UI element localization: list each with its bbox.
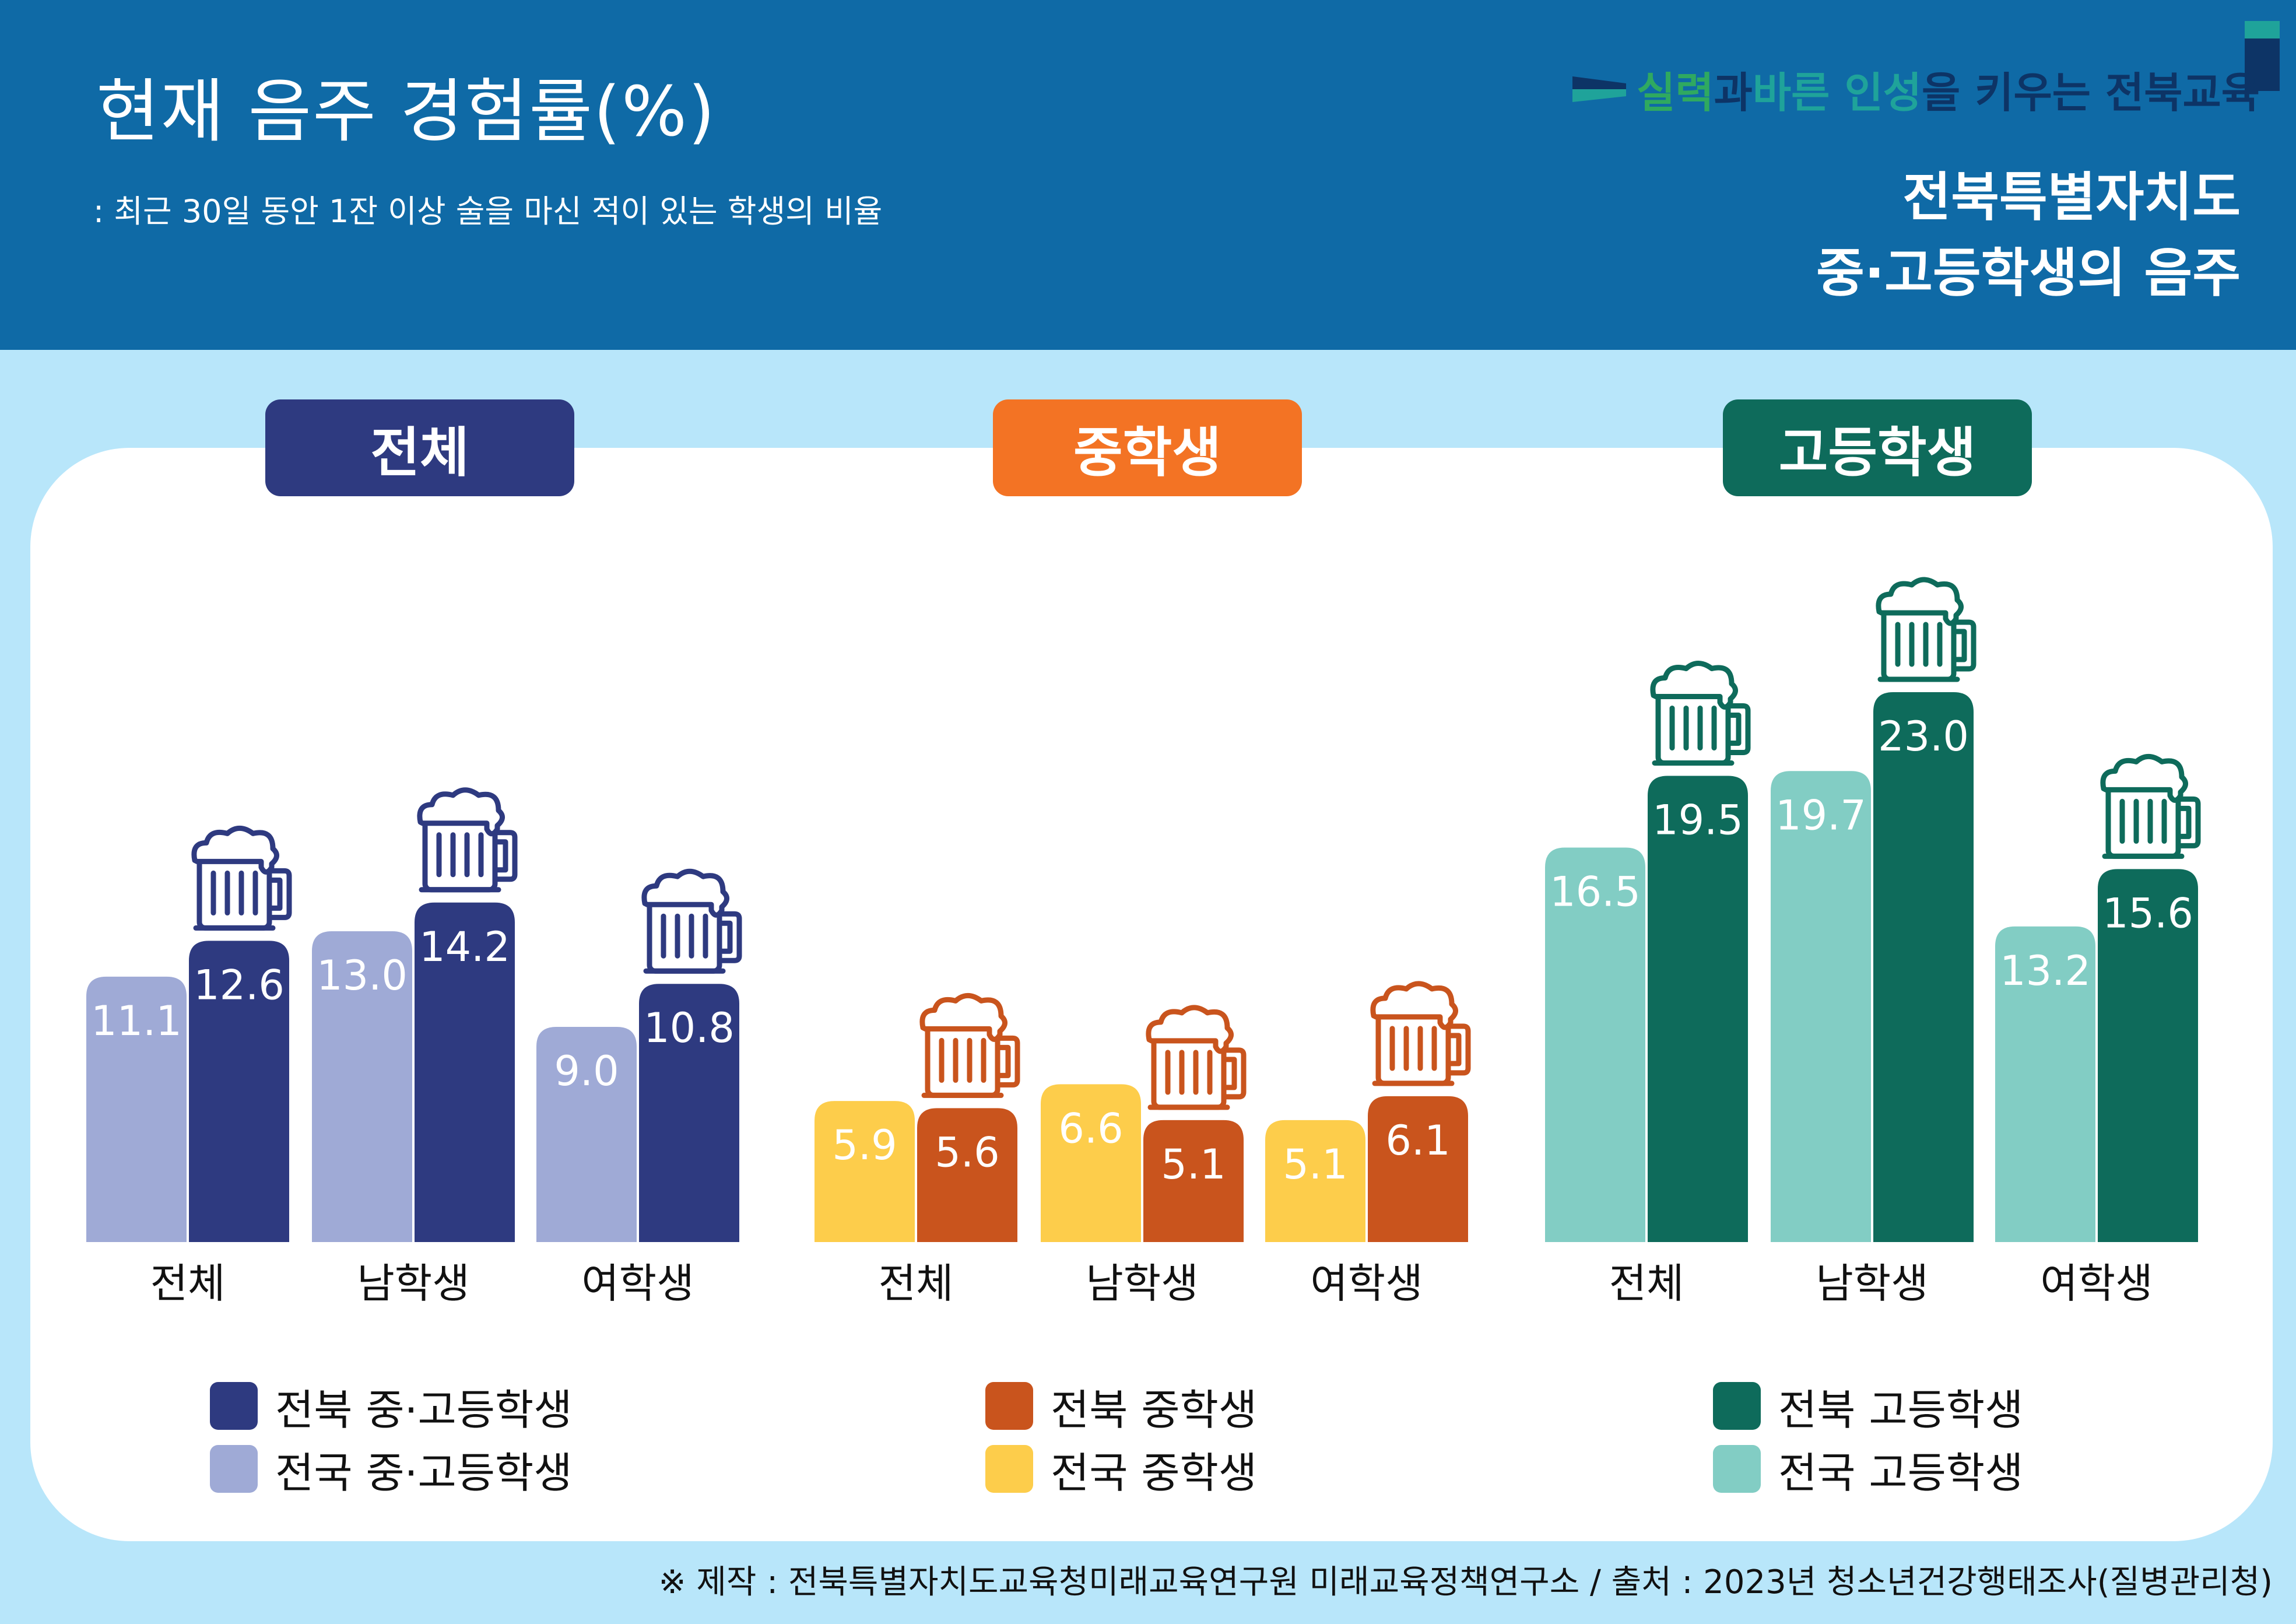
header-banner — [0, 0, 2296, 350]
x-tick-label: 여학생 — [2040, 1260, 2153, 1307]
beer-mug-icon — [919, 992, 1020, 1098]
data-label-jeonbuk: 12.6 — [194, 961, 285, 1009]
beer-mug-icon — [1146, 1005, 1247, 1110]
legend-swatch — [985, 1382, 1033, 1430]
data-label-national: 13.2 — [2000, 947, 2091, 995]
beer-mug-icon — [641, 868, 742, 974]
beer-mug-icon — [1650, 661, 1751, 766]
bar-jeonbuk — [1143, 1120, 1244, 1242]
poster-title-line2: 중·고등학생의 음주 — [1816, 243, 2241, 304]
data-label-jeonbuk: 15.6 — [2102, 889, 2193, 937]
data-label-jeonbuk: 6.1 — [1385, 1117, 1450, 1164]
legend-label: 전국 고등학생 — [1778, 1448, 2024, 1497]
bar-national — [1041, 1084, 1141, 1242]
bar-jeonbuk — [1873, 692, 1974, 1242]
beer-mug-icon — [1876, 577, 1976, 682]
x-tick-label: 남학생 — [1816, 1260, 1928, 1307]
bar-jeonbuk — [189, 941, 289, 1242]
legend-label: 전북 고등학생 — [1778, 1385, 2024, 1434]
bar-national — [1545, 847, 1645, 1242]
bar-national — [312, 931, 412, 1242]
brand-part-1: 실력 — [1637, 68, 1714, 117]
bar-jeonbuk — [415, 902, 515, 1242]
data-label-jeonbuk: 5.6 — [935, 1128, 999, 1176]
legend-item: 전북 중학생 — [985, 1377, 1257, 1434]
legend-swatch — [1713, 1382, 1761, 1430]
data-label-national: 16.5 — [1550, 868, 1641, 916]
bar-jeonbuk — [1648, 776, 1748, 1242]
x-tick-label: 여학생 — [1310, 1260, 1423, 1307]
tag-high: 고등학생 — [1723, 399, 2032, 496]
flag-icon — [2245, 21, 2280, 91]
legend-item: 전국 고등학생 — [1713, 1440, 2023, 1497]
legend-label: 전국 중학생 — [1051, 1448, 1258, 1497]
x-tick-label: 전체 — [1609, 1260, 1684, 1307]
legend-label: 전북 중·고등학생 — [275, 1385, 573, 1434]
data-label-jeonbuk: 5.1 — [1161, 1141, 1226, 1188]
bar-national — [536, 1027, 637, 1242]
bar-jeonbuk — [917, 1108, 1017, 1242]
brand-part-4: 을 키우는 전북교육 — [1921, 68, 2260, 117]
page-subtitle: : 최근 30일 동안 1잔 이상 술을 마신 적이 있는 학생의 비율 — [93, 193, 883, 230]
data-label-jeonbuk: 23.0 — [1878, 713, 1969, 760]
poster-title-line1: 전북특별자치도 — [1902, 167, 2241, 228]
bar-national — [86, 976, 187, 1242]
page-title: 현재 음주 경험률(%) — [96, 71, 717, 152]
arrow-flag-icon — [1572, 76, 1627, 102]
bar-national — [1265, 1120, 1365, 1242]
legend-label: 전국 중·고등학생 — [275, 1448, 573, 1497]
data-label-national: 5.9 — [832, 1121, 897, 1169]
brand-part-3: 바른 인성 — [1752, 68, 1922, 117]
legend-swatch — [210, 1382, 258, 1430]
data-label-jeonbuk: 14.2 — [419, 923, 510, 971]
data-label-national: 6.6 — [1058, 1104, 1123, 1152]
legend-item: 전국 중·고등학생 — [210, 1440, 572, 1497]
x-tick-label: 전체 — [879, 1260, 954, 1307]
bar-jeonbuk — [639, 984, 739, 1242]
beer-mug-icon — [417, 787, 518, 893]
legend-item: 전북 중·고등학생 — [210, 1377, 572, 1434]
data-label-jeonbuk: 19.5 — [1652, 797, 1743, 844]
x-tick-label: 전체 — [150, 1260, 226, 1307]
data-label-national: 9.0 — [554, 1047, 619, 1095]
tag-middle: 중학생 — [993, 399, 1302, 496]
data-label-national: 5.1 — [1283, 1141, 1347, 1188]
legend-swatch — [985, 1445, 1033, 1493]
data-label-national: 11.1 — [91, 997, 182, 1045]
x-tick-label: 남학생 — [1086, 1260, 1198, 1307]
beer-mug-icon — [1370, 981, 1471, 1086]
bar-jeonbuk — [2098, 869, 2198, 1242]
x-tick-label: 여학생 — [581, 1260, 694, 1307]
legend-middle: 전북 중학생 전국 중학생 — [985, 1377, 1257, 1497]
tag-total: 전체 — [265, 399, 574, 496]
x-tick-label: 남학생 — [357, 1260, 469, 1307]
legend-total: 전북 중·고등학생 전국 중·고등학생 — [210, 1377, 572, 1497]
data-label-national: 19.7 — [1775, 791, 1866, 839]
bar-jeonbuk — [1368, 1096, 1468, 1242]
legend-swatch — [210, 1445, 258, 1493]
legend-item: 전국 중학생 — [985, 1440, 1257, 1497]
footer-credit: ※ 제작 : 전북특별자치도교육청미래교육연구원 미래교육정책연구소 / 출처 … — [658, 1563, 2273, 1601]
beer-mug-icon — [191, 825, 292, 931]
legend-swatch — [1713, 1445, 1761, 1493]
legend-label: 전북 중학생 — [1051, 1385, 1258, 1434]
brand-part-2: 과 — [1714, 68, 1753, 117]
beer-mug-icon — [2100, 753, 2201, 859]
brand-slogan: 실력 과 바른 인성 을 키우는 전북교육 — [1572, 58, 2260, 120]
bar-national — [815, 1101, 915, 1242]
data-label-national: 13.0 — [317, 952, 408, 999]
bar-national — [1995, 926, 2095, 1242]
legend-high: 전북 고등학생 전국 고등학생 — [1713, 1377, 2023, 1497]
bar-national — [1771, 771, 1871, 1242]
legend-item: 전북 고등학생 — [1713, 1377, 2023, 1434]
data-label-jeonbuk: 10.8 — [644, 1004, 735, 1052]
